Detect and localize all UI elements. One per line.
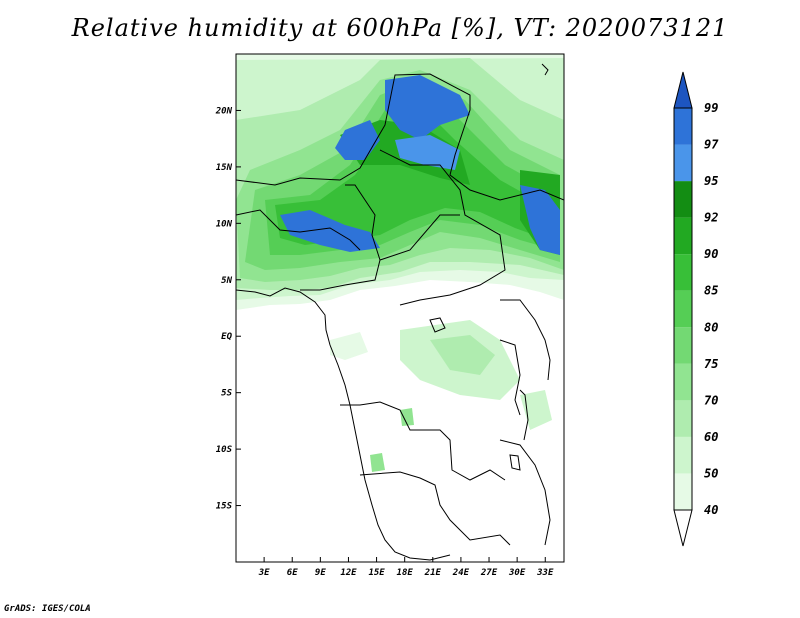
lon-tick-label: 6E bbox=[287, 568, 298, 578]
credit-text: GrADS: IGES/COLA bbox=[4, 604, 91, 614]
colorbar-segment bbox=[674, 363, 692, 401]
map-title: Relative humidity at 600hPa [%], VT: 202… bbox=[71, 14, 729, 42]
lon-tick-label: 24E bbox=[452, 568, 470, 578]
colorbar-label: 99 bbox=[704, 101, 718, 115]
colorbar-segment bbox=[674, 254, 692, 291]
lat-tick-label: 5N bbox=[221, 276, 232, 286]
colorbar-segment bbox=[674, 400, 692, 437]
colorbar-segment bbox=[674, 144, 692, 182]
lat-tick-label: 20N bbox=[215, 106, 233, 116]
lon-tick-label: 21E bbox=[424, 568, 442, 578]
colorbar-label: 75 bbox=[704, 357, 718, 371]
colorbar-segment bbox=[674, 327, 692, 364]
colorbar-segment bbox=[674, 473, 692, 510]
colorbar-segment bbox=[674, 217, 692, 255]
colorbar-label: 60 bbox=[704, 430, 718, 444]
colorbar: 40 50 60 70 75 80 85 90 92 95 97 99 bbox=[673, 71, 719, 547]
humidity-field bbox=[236, 54, 564, 562]
colorbar-segment bbox=[674, 436, 692, 474]
colorbar-top-arrow bbox=[673, 71, 693, 109]
lat-tick-label: EQ bbox=[221, 332, 232, 342]
lat-tick-label: 10S bbox=[216, 445, 233, 455]
colorbar-label: 95 bbox=[704, 174, 718, 188]
colorbar-label: 85 bbox=[704, 284, 718, 298]
colorbar-segment bbox=[674, 290, 692, 328]
colorbar-label: 92 bbox=[704, 211, 718, 225]
colorbar-segment bbox=[674, 181, 692, 218]
colorbar-label: 97 bbox=[704, 138, 719, 152]
latitude-axis: 20N 15N 10N 5N EQ 5S 10S 15S bbox=[215, 106, 241, 512]
longitude-axis: 3E 6E 9E 12E 15E 18E 21E 24E 27E 30E 33E bbox=[258, 557, 554, 578]
lon-tick-label: 30E bbox=[508, 568, 526, 578]
colorbar-label: 40 bbox=[704, 503, 718, 517]
colorbar-label: 90 bbox=[704, 247, 718, 261]
lon-tick-label: 9E bbox=[315, 568, 326, 578]
colorbar-label: 70 bbox=[704, 393, 718, 407]
colorbar-label: 80 bbox=[704, 320, 718, 334]
lat-tick-label: 5S bbox=[221, 389, 232, 399]
lat-tick-label: 15S bbox=[216, 502, 233, 512]
lon-tick-label: 15E bbox=[368, 568, 385, 578]
lon-tick-label: 27E bbox=[480, 568, 498, 578]
lon-tick-label: 3E bbox=[258, 568, 270, 578]
lon-tick-label: 12E bbox=[340, 568, 357, 578]
lon-tick-label: 18E bbox=[397, 568, 414, 578]
lon-tick-label: 33E bbox=[536, 568, 554, 578]
lat-tick-label: 10N bbox=[216, 219, 233, 229]
country-boundaries bbox=[236, 63, 564, 561]
colorbar-label: 50 bbox=[704, 466, 718, 480]
colorbar-frame bbox=[673, 107, 693, 511]
lat-tick-label: 15N bbox=[216, 163, 233, 173]
map-frame bbox=[235, 53, 565, 563]
colorbar-segment bbox=[674, 108, 692, 145]
colorbar-bottom-arrow bbox=[673, 509, 693, 547]
